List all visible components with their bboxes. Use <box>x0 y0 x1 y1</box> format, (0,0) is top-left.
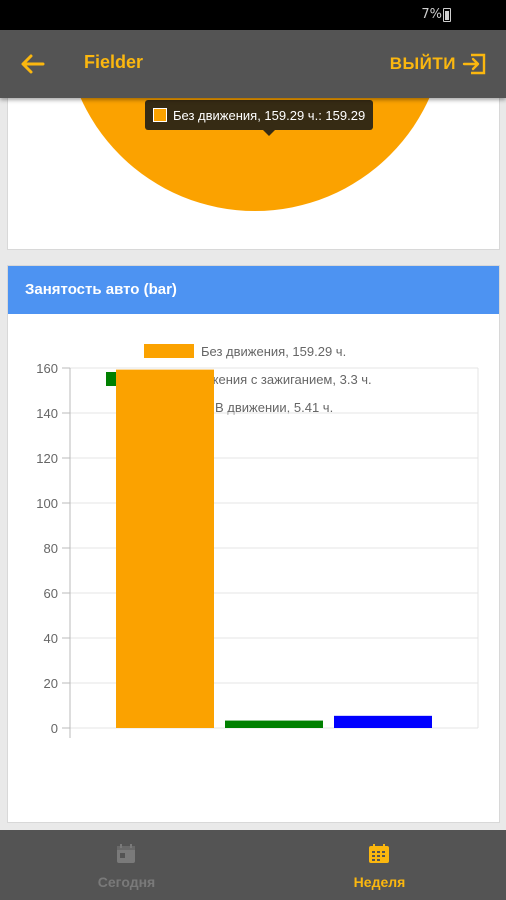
tooltip-swatch <box>153 108 167 122</box>
calendar-day-icon <box>117 844 135 863</box>
y-tick-label-4: 80 <box>44 541 58 556</box>
y-tick-label-2: 40 <box>44 631 58 646</box>
legend-label-1: Без движения с зажиганием, 3.3 ч. <box>163 372 372 387</box>
bar-chart: Без движения, 159.29 ч. Без движения с за… <box>36 344 479 738</box>
tooltip-arrow <box>263 130 275 136</box>
nav-tab-week[interactable]: Неделя <box>253 830 506 900</box>
bar-0 <box>116 369 214 728</box>
logout-icon <box>462 53 486 75</box>
app-title: Fielder <box>84 52 144 72</box>
y-tick-label-8: 160 <box>36 361 58 376</box>
bar-1 <box>225 720 323 728</box>
nav-tab-today[interactable]: Сегодня <box>0 830 253 900</box>
pie-tooltip: Без движения, 159.29 ч.: 159.29 <box>145 100 374 130</box>
y-tick-label-3: 60 <box>44 586 58 601</box>
bottom-nav: Сегодня Неделя <box>0 830 506 900</box>
y-tick-label-1: 20 <box>44 676 58 691</box>
arrow-left-icon <box>21 54 45 74</box>
calendar-week-icon <box>369 844 389 863</box>
back-button[interactable] <box>16 48 50 80</box>
bar-chart-card: Занятость авто (bar) Без движения, 159.2… <box>7 265 500 823</box>
y-tick-label-5: 100 <box>36 496 58 511</box>
nav-label-week: Неделя <box>353 874 406 890</box>
legend-label-2: В движении, 5.41 ч. <box>215 400 333 415</box>
bar-card-header: Занятость авто (bar) <box>8 266 499 314</box>
y-tick-label-0: 0 <box>51 721 58 736</box>
battery-icon <box>443 8 451 22</box>
logout-button[interactable]: ВЫЙТИ <box>390 50 488 78</box>
content-scroll[interactable]: Без движения, 159.29 ч.: 159.29 Занятост… <box>0 98 506 830</box>
legend-swatch-0 <box>144 344 194 358</box>
battery-level: 7% <box>421 7 442 22</box>
bar-2 <box>334 715 432 728</box>
nav-label-today: Сегодня <box>97 874 156 890</box>
logout-label: ВЫЙТИ <box>389 54 456 73</box>
app-bar: Fielder ВЫЙТИ <box>0 30 506 98</box>
y-tick-label-7: 140 <box>36 406 58 421</box>
tooltip-text: Без движения, 159.29 ч.: 159.29 <box>173 107 366 123</box>
legend-label-0: Без движения, 159.29 ч. <box>201 344 346 359</box>
y-tick-label-6: 120 <box>36 451 58 466</box>
status-bar: 7% <box>0 0 506 30</box>
bar-card-title: Занятость авто (bar) <box>25 281 177 298</box>
